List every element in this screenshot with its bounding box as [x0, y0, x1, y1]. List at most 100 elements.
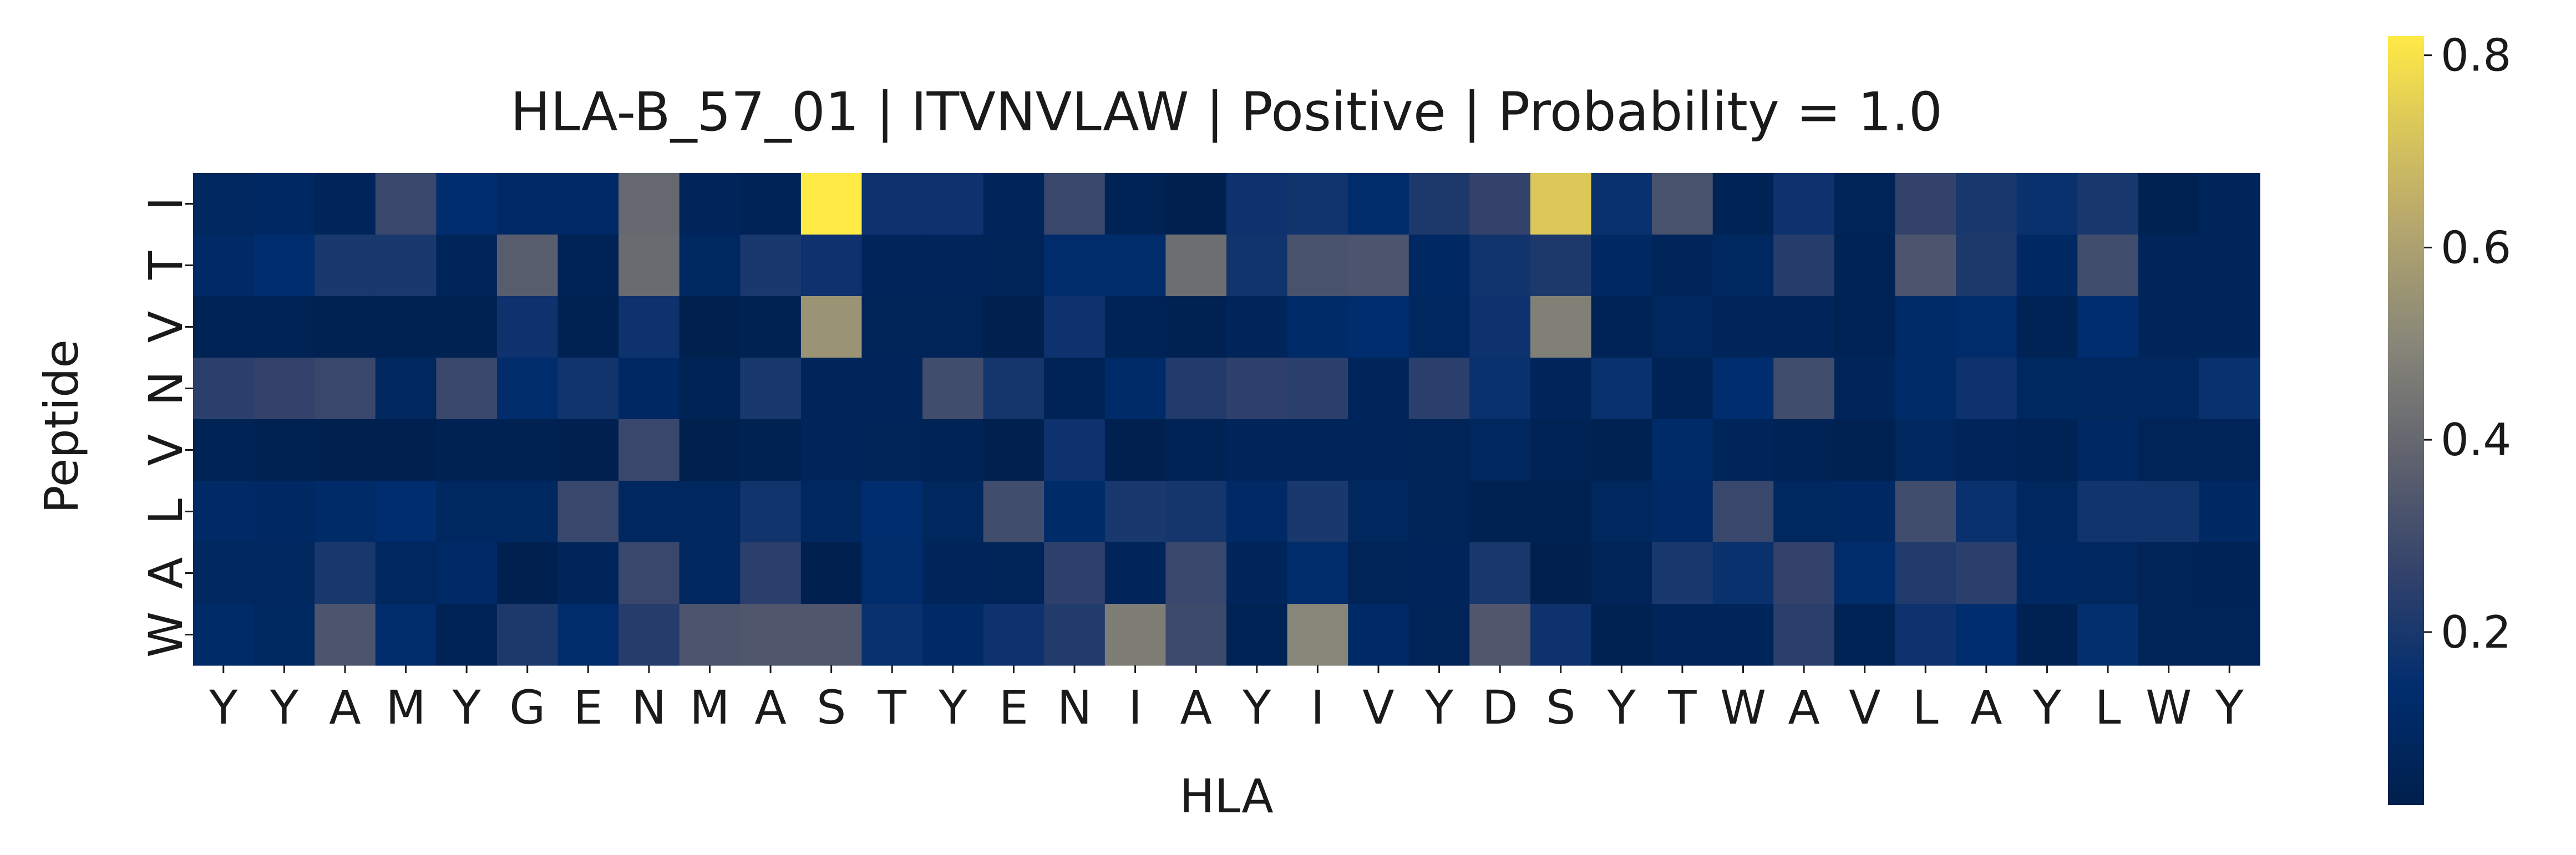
- heatmap-cell: [315, 481, 376, 543]
- heatmap-cell: [1287, 481, 1348, 543]
- heatmap-cell: [375, 481, 437, 543]
- heatmap-cell: [253, 419, 315, 481]
- heatmap-cell: [1834, 481, 1896, 543]
- heatmap-cell: [1652, 604, 1713, 666]
- heatmap-cell: [1712, 604, 1774, 666]
- heatmap-cell: [2016, 296, 2078, 358]
- heatmap-cell: [2016, 358, 2078, 420]
- heatmap-cell: [1773, 296, 1835, 358]
- heatmap-cell: [1895, 542, 1956, 604]
- heatmap-cell: [1408, 173, 1470, 235]
- heatmap-cell: [1044, 358, 1106, 420]
- heatmap-cell: [861, 542, 923, 604]
- x-tick-label: I: [1311, 680, 1325, 735]
- heatmap-cell: [2138, 542, 2200, 604]
- x-tick-label: M: [386, 680, 425, 735]
- heatmap-cell: [2138, 604, 2200, 666]
- heatmap-cell: [861, 296, 923, 358]
- heatmap-cell: [1408, 358, 1470, 420]
- heatmap-cell: [315, 296, 376, 358]
- heatmap-cell: [618, 542, 680, 604]
- colorbar-tick-label: 0.2: [2441, 607, 2511, 658]
- x-tick-label: L: [2095, 680, 2121, 735]
- heatmap-cell: [800, 358, 863, 420]
- heatmap-cell: [193, 296, 255, 358]
- heatmap-cell: [1165, 604, 1227, 666]
- heatmap-cell: [1287, 235, 1348, 297]
- heatmap-cell: [740, 542, 802, 604]
- heatmap-cell: [1591, 481, 1652, 543]
- heatmap-cell: [983, 604, 1044, 666]
- heatmap-cell: [253, 296, 315, 358]
- heatmap-cell: [1469, 358, 1531, 420]
- heatmap-cell: [1348, 604, 1409, 666]
- heatmap-cell: [1956, 173, 2017, 235]
- heatmap-cell: [1469, 542, 1531, 604]
- heatmap-cell: [557, 358, 619, 420]
- heatmap-cell: [679, 604, 741, 666]
- heatmap-cell: [861, 481, 923, 543]
- heatmap-cell: [1348, 419, 1409, 481]
- heatmap-cell: [1348, 542, 1409, 604]
- heatmap-cell: [1104, 481, 1167, 543]
- heatmap-cell: [2077, 358, 2139, 420]
- colorbar-tick-label: 0.4: [2441, 414, 2511, 466]
- heatmap-cell: [1226, 235, 1288, 297]
- x-tick-label: W: [1720, 680, 1766, 735]
- heatmap-cell: [1226, 542, 1288, 604]
- heatmap-cell: [496, 481, 559, 543]
- heatmap-cell: [1712, 296, 1774, 358]
- heatmap-cell: [2077, 542, 2139, 604]
- heatmap-cell: [1530, 296, 1592, 358]
- heatmap-cell: [679, 235, 741, 297]
- heatmap-cell: [2077, 481, 2139, 543]
- heatmap-cell: [1104, 173, 1167, 235]
- heatmap-cell: [1287, 604, 1348, 666]
- heatmap-cell: [1287, 173, 1348, 235]
- heatmap-cell: [315, 235, 376, 297]
- heatmap-cell: [618, 481, 680, 543]
- x-tick-label: Y: [1424, 680, 1454, 735]
- heatmap-cell: [922, 481, 984, 543]
- x-tick-label: Y: [1607, 680, 1636, 735]
- heatmap-cell: [1773, 235, 1835, 297]
- x-tick-label: D: [1482, 680, 1518, 735]
- x-tick-label: V: [1362, 680, 1394, 735]
- heatmap-cell: [922, 235, 984, 297]
- heatmap-cell: [1348, 358, 1409, 420]
- y-tick-label: V: [139, 434, 193, 466]
- heatmap-cell: [315, 604, 376, 666]
- heatmap-cell: [1712, 235, 1774, 297]
- heatmap-cell: [1773, 542, 1835, 604]
- heatmap-cell: [1044, 419, 1106, 481]
- heatmap-cell: [740, 358, 802, 420]
- heatmap-cell: [1712, 173, 1774, 235]
- heatmap-cell: [922, 604, 984, 666]
- heatmap-cell: [2077, 173, 2139, 235]
- heatmap-cell: [1652, 235, 1713, 297]
- x-axis-label: HLA: [1179, 769, 1273, 823]
- heatmap-cell: [1165, 296, 1227, 358]
- heatmap-cell: [1895, 296, 1956, 358]
- heatmap-cell: [2138, 481, 2200, 543]
- heatmap-cell: [740, 235, 802, 297]
- heatmap-cell: [436, 235, 498, 297]
- heatmap-cell: [2077, 419, 2139, 481]
- x-tick-label: N: [631, 680, 666, 735]
- heatmap-cell: [1165, 358, 1227, 420]
- heatmap-cell: [983, 173, 1044, 235]
- y-tick-label: A: [139, 557, 193, 589]
- heatmap-cell: [557, 481, 619, 543]
- heatmap-cell: [2016, 542, 2078, 604]
- heatmap-cell: [375, 173, 437, 235]
- heatmap-cell: [800, 235, 863, 297]
- heatmap-cell: [1348, 235, 1409, 297]
- heatmap-cell: [253, 542, 315, 604]
- heatmap-cell: [1773, 173, 1835, 235]
- x-tick-label: N: [1057, 680, 1092, 735]
- heatmap-cell: [1408, 604, 1470, 666]
- heatmap-cell: [1591, 604, 1652, 666]
- colorbar-tick-label: 0.6: [2441, 222, 2511, 273]
- heatmap-cell: [1530, 481, 1592, 543]
